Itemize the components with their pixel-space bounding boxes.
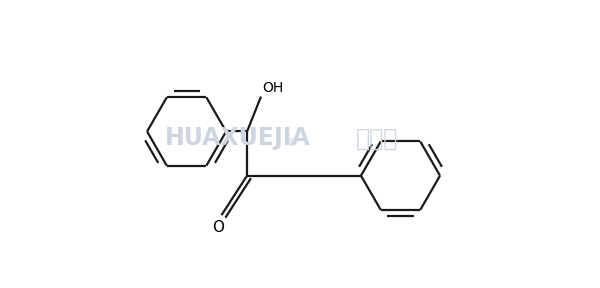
Text: OH: OH (262, 81, 283, 95)
Text: ®: ® (287, 139, 296, 149)
Text: O: O (212, 220, 224, 235)
Text: 化学加: 化学加 (356, 126, 398, 150)
Text: HUAXUEJIA: HUAXUEJIA (165, 126, 311, 150)
